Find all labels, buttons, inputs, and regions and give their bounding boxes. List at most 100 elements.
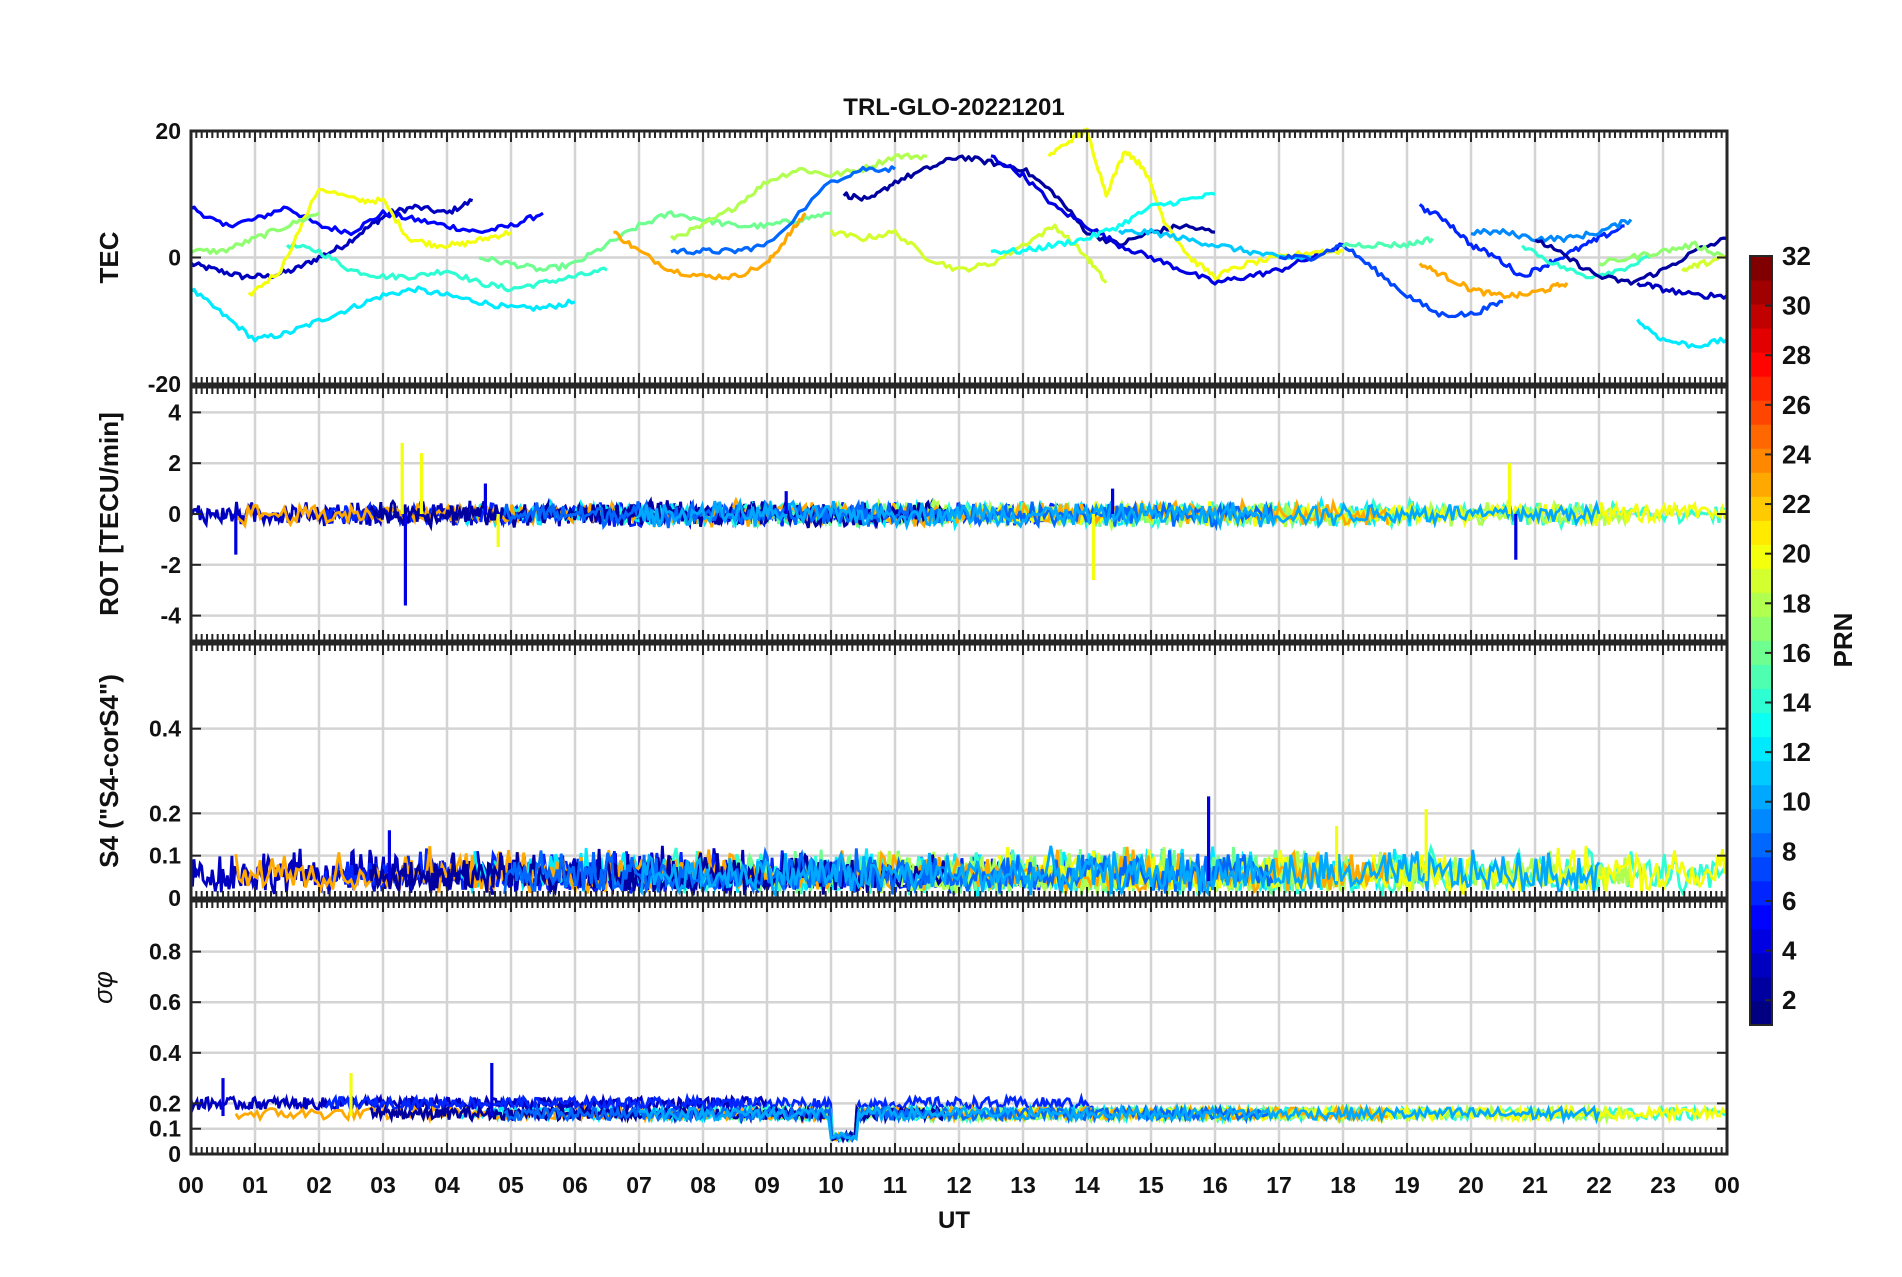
series-line-prn-18: [669, 152, 928, 241]
colorbar-band: [1750, 304, 1772, 329]
x-tick-label: 01: [242, 1172, 268, 1198]
colorbar-tick-label: 2: [1782, 985, 1796, 1015]
colorbar-band: [1750, 568, 1772, 593]
colorbar-tick-label: 24: [1782, 439, 1811, 469]
x-axis-tick-labels: 00 01 02 03 04 05 06 07 08 09 10 11 12 13 14 15 16 17 18 19…: [178, 1172, 1740, 1198]
colorbar-band: [1750, 496, 1772, 521]
series-line-prn-13: [990, 191, 1216, 255]
series-line-prn-6: [1418, 203, 1625, 278]
y-tick-label: -2: [161, 552, 181, 578]
y-axis-label: S4 ("S4-corS4"): [94, 674, 124, 868]
colorbar-band: [1750, 448, 1772, 473]
series-line-prn-14: [1520, 244, 1651, 280]
x-tick-label: 22: [1586, 1172, 1612, 1198]
x-tick-label: 06: [562, 1172, 588, 1198]
colorbar-band: [1750, 880, 1772, 906]
x-axis-label: UT: [938, 1207, 970, 1234]
colorbar-band: [1750, 424, 1772, 449]
colorbar-tick-label: 32: [1782, 241, 1811, 271]
colorbar-band: [1750, 592, 1772, 617]
x-tick-label: 09: [754, 1172, 780, 1198]
y-tick-label: 0.8: [149, 939, 181, 965]
colorbar-band: [1750, 256, 1772, 281]
colorbar-band: [1750, 472, 1772, 497]
y-tick-label: 0.4: [149, 1040, 181, 1066]
series-line-prn-16: [478, 210, 832, 273]
y-tick-label: 0: [168, 885, 181, 911]
x-tick-label: 13: [1010, 1172, 1036, 1198]
series-line-prn-12: [190, 285, 576, 343]
colorbar-band: [1750, 688, 1772, 714]
y-tick-label: 0.6: [149, 989, 181, 1015]
x-tick-label: 11: [883, 1172, 908, 1198]
colorbar-band: [1750, 712, 1772, 738]
colorbar-tick-label: 4: [1782, 936, 1797, 966]
x-tick-label: 16: [1202, 1172, 1228, 1198]
y-tick-label: -20: [148, 371, 181, 397]
y-tick-label: 0: [168, 501, 181, 527]
colorbar-band: [1750, 784, 1772, 810]
colorbar-tick-label: 14: [1782, 688, 1811, 718]
series-line-prn-20: [247, 187, 513, 297]
series-line-prn-10: [637, 497, 1601, 531]
y-tick-label: 20: [155, 118, 181, 144]
colorbar-band: [1750, 376, 1772, 401]
colorbar-band: [1750, 352, 1772, 377]
colorbar-band: [1750, 400, 1772, 425]
y-tick-label: 4: [168, 399, 181, 425]
colorbar-band: [1750, 616, 1772, 641]
series-line-prn-10: [638, 1102, 1601, 1142]
colorbar-frame: [1749, 255, 1773, 1026]
colorbar-tick-label: 26: [1782, 390, 1811, 420]
series-line-prn-5: [190, 205, 544, 237]
y-axis-label: TEC: [94, 231, 124, 283]
x-tick-label: 02: [306, 1172, 332, 1198]
x-tick-label: 15: [1138, 1172, 1164, 1198]
series-line-prn-8: [503, 1103, 1274, 1144]
x-tick-label: 04: [434, 1172, 460, 1198]
colorbar-tick-label: 18: [1782, 588, 1811, 618]
colorbar-band: [1750, 760, 1772, 786]
series-line-prn-6: [324, 1092, 1094, 1144]
series-line-prn-9: [1470, 218, 1633, 243]
x-tick-label: 10: [818, 1172, 844, 1198]
y-tick-label: 0.1: [149, 843, 181, 869]
y-tick-label: 0.2: [149, 800, 181, 826]
x-tick-label: 00: [1714, 1172, 1740, 1198]
x-tick-label: 21: [1522, 1172, 1548, 1198]
x-tick-label: 14: [1074, 1172, 1100, 1198]
colorbar-band: [1750, 280, 1772, 305]
series-line-prn-11: [1117, 227, 1312, 261]
chart-title: TRL-GLO-20221201: [843, 94, 1064, 121]
colorbar-band: [1750, 952, 1772, 978]
x-tick-label: 20: [1458, 1172, 1484, 1198]
x-tick-label: 03: [370, 1172, 396, 1198]
y-tick-label: 0.1: [149, 1116, 181, 1142]
colorbar-band: [1750, 520, 1772, 545]
colorbar-band: [1750, 856, 1772, 882]
colorbar-tick-label: 20: [1782, 539, 1811, 569]
series-line-prn-7: [1278, 243, 1504, 319]
panel-tec: 20 0 -20 TEC: [94, 118, 1729, 397]
colorbar-band: [1750, 808, 1772, 834]
colorbar-tick-label: 28: [1782, 340, 1811, 370]
y-tick-label: 2: [168, 450, 181, 476]
x-tick-label: 23: [1650, 1172, 1676, 1198]
colorbar-band: [1750, 832, 1772, 858]
colorbar-tick-label: 30: [1782, 291, 1811, 321]
panel-sigma: 0.8 0.6 0.4 0.20.10 σφ: [88, 899, 1729, 1167]
colorbar-band: [1750, 328, 1772, 353]
series-line-prn-10: [637, 845, 1601, 899]
colorbar-tick-label: 6: [1782, 886, 1796, 916]
colorbar-tick-label: 16: [1782, 638, 1811, 668]
series-line-prn-3: [1636, 281, 1729, 300]
series-line-prn-17: [190, 211, 320, 255]
colorbar-band: [1750, 640, 1772, 666]
series-line-prn-2: [1534, 236, 1728, 286]
colorbar-band: [1750, 904, 1772, 930]
colorbar-band: [1750, 1000, 1772, 1026]
x-tick-label: 08: [690, 1172, 716, 1198]
colorbar-band: [1750, 664, 1772, 690]
